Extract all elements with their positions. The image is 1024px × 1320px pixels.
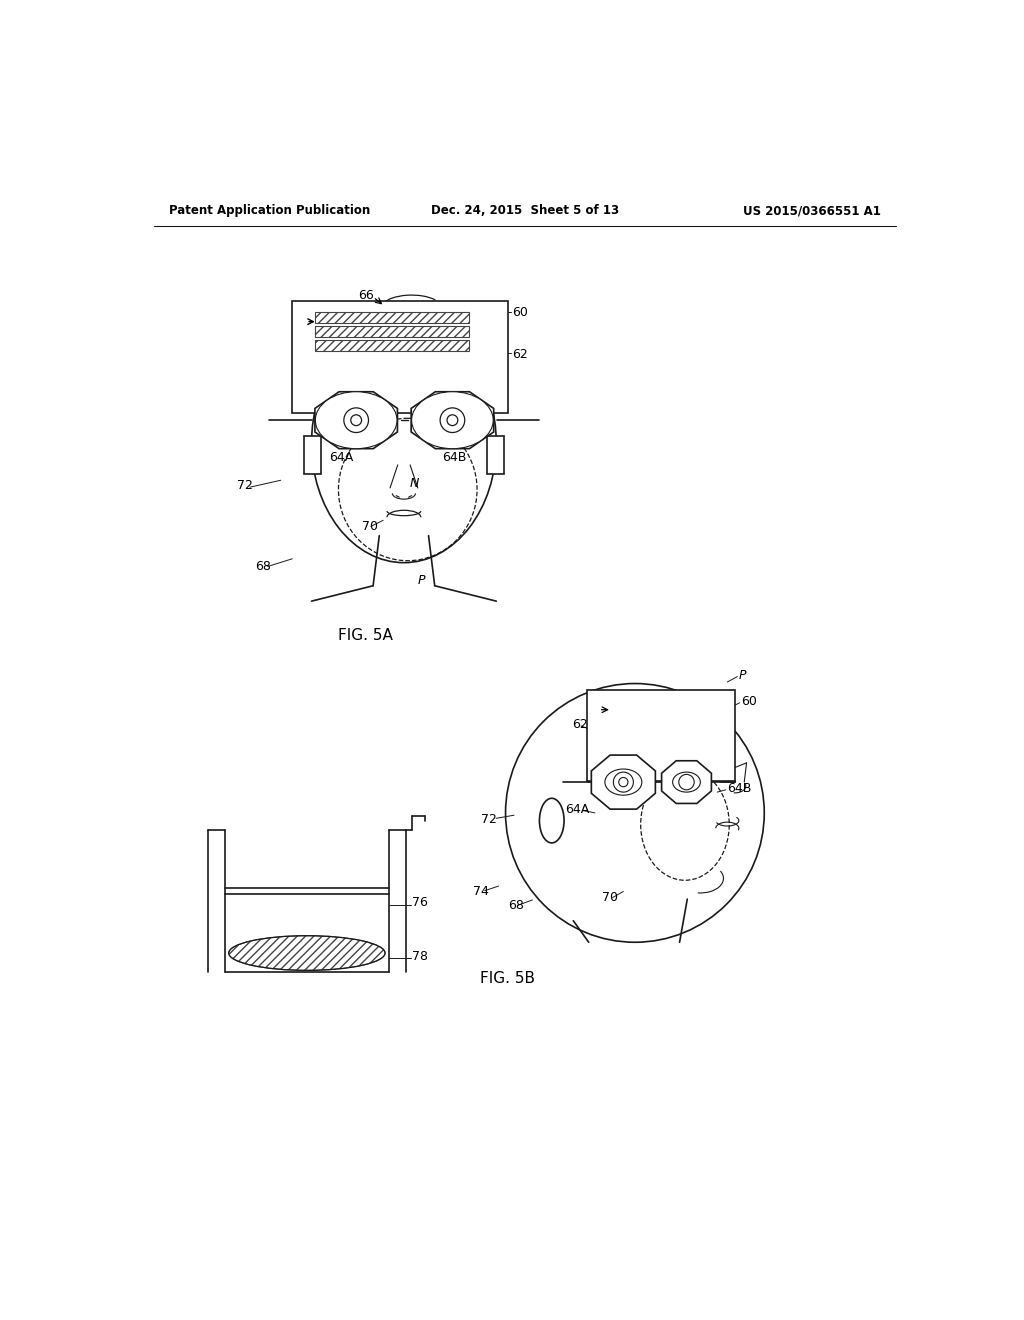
Bar (292, 301, 508, 413)
Bar (315, 313, 469, 323)
Ellipse shape (605, 770, 642, 795)
Bar (587, 689, 735, 780)
Text: 70: 70 (602, 891, 617, 904)
Text: 76: 76 (413, 896, 428, 909)
Polygon shape (412, 392, 494, 449)
Text: Patent Application Publication: Patent Application Publication (169, 205, 371, 218)
Bar (315, 326, 469, 337)
Text: FIG. 5B: FIG. 5B (480, 972, 536, 986)
Text: 60: 60 (741, 694, 757, 708)
Bar (304, 436, 321, 474)
Text: 68: 68 (255, 560, 271, 573)
Text: 64A: 64A (565, 803, 590, 816)
Text: 60: 60 (512, 306, 528, 319)
Text: 66: 66 (357, 289, 374, 302)
Text: US 2015/0366551 A1: US 2015/0366551 A1 (742, 205, 881, 218)
Text: 62: 62 (571, 718, 588, 731)
Bar (487, 436, 504, 474)
Text: 72: 72 (237, 479, 253, 492)
Text: 64A: 64A (330, 450, 353, 463)
Polygon shape (662, 760, 712, 804)
Text: 74: 74 (473, 884, 489, 898)
Text: 72: 72 (481, 813, 497, 825)
Text: 66: 66 (585, 689, 601, 702)
Ellipse shape (673, 772, 700, 792)
Ellipse shape (228, 936, 385, 970)
Text: 22: 22 (333, 397, 348, 409)
Ellipse shape (412, 392, 494, 449)
Text: P: P (739, 669, 746, 682)
Bar (315, 341, 469, 351)
Text: 64B: 64B (727, 781, 752, 795)
Text: P: P (418, 574, 425, 587)
Text: 22: 22 (591, 764, 607, 777)
Text: FIG. 5A: FIG. 5A (338, 628, 393, 643)
Polygon shape (315, 392, 397, 449)
Text: 70: 70 (361, 520, 378, 533)
Text: Dec. 24, 2015  Sheet 5 of 13: Dec. 24, 2015 Sheet 5 of 13 (431, 205, 618, 218)
Polygon shape (591, 755, 655, 809)
Text: 62: 62 (512, 348, 528, 362)
Text: 68: 68 (508, 899, 523, 912)
Ellipse shape (315, 392, 397, 449)
Text: 78: 78 (413, 950, 428, 964)
Text: 64B: 64B (442, 450, 467, 463)
Text: N: N (410, 477, 420, 490)
Ellipse shape (540, 799, 564, 843)
